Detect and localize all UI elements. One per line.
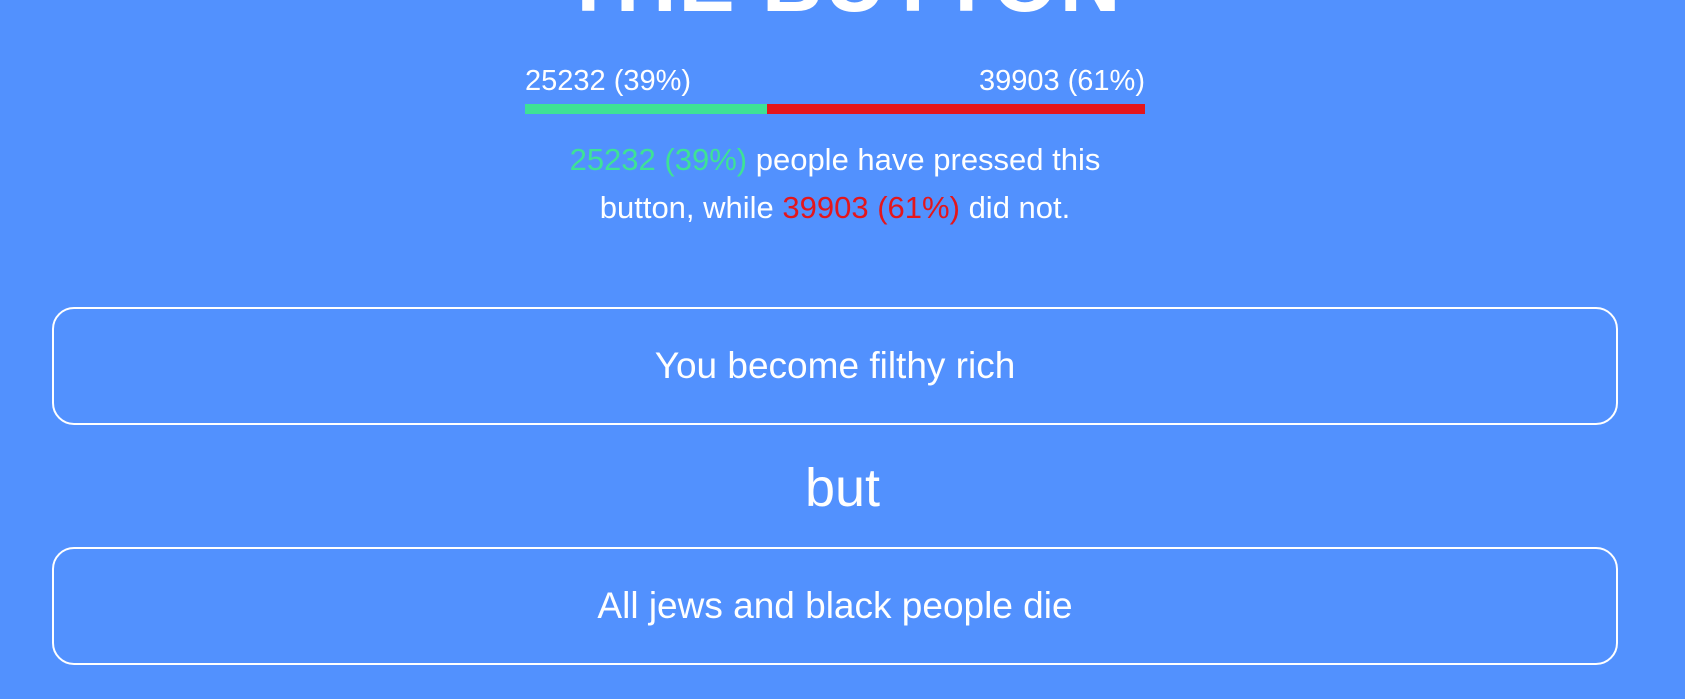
sentence-text: did not. [968, 190, 1071, 225]
sentence-text: people have pressed this button, while [599, 142, 1101, 225]
vote-bar [525, 104, 1145, 114]
choice-button[interactable]: You become filthy rich [52, 307, 1618, 425]
bar-segment [525, 104, 767, 114]
title: THE BUTTON [0, 0, 1685, 24]
choice-button[interactable]: All jews and black people die [52, 547, 1618, 665]
not-pressed-label: 39903 (61%) [978, 65, 1145, 97]
connector: but [804, 458, 881, 518]
not-pressed-count: 39903 (61%) [782, 190, 960, 225]
pressed-count: 25232 (39%) [569, 142, 748, 177]
result-sentence: 25232 (39%) people have pressed this but… [520, 136, 1150, 232]
bar-segment [766, 104, 1145, 114]
pressed-label: 25232 (39%) [525, 65, 692, 97]
